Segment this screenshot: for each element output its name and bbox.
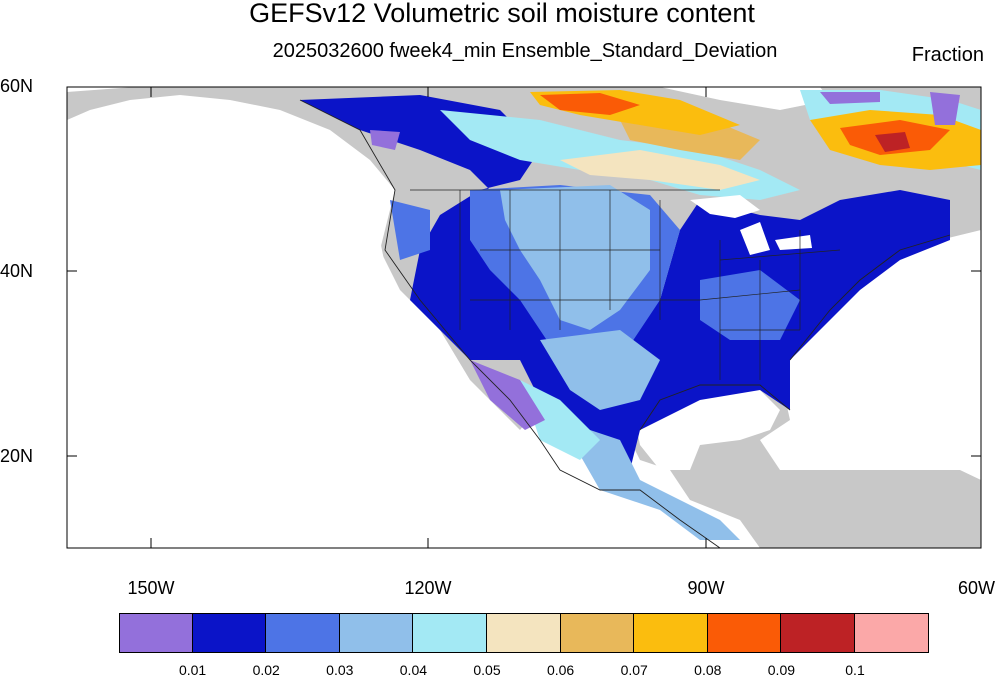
coastline [299,99,951,548]
colorbar-swatch [339,613,414,653]
colorbar-label: 0.09 [767,662,796,678]
field-medium-blue-2 [390,200,430,260]
colorbar-label: 0.07 [620,662,648,678]
colorbar-swatch [781,613,855,653]
colorbar-swatch [192,613,267,653]
colorbar-swatch [266,613,340,653]
lon-tick-marks [67,87,981,548]
lon-label-90w: 90W [687,578,725,598]
map-frame [66,86,982,549]
field-purple-4 [370,130,400,150]
colorbar-swatch [413,613,487,653]
field-light-blue-mexico [560,420,740,540]
lon-label-150w: 150W [127,578,175,598]
colorbar-label: 0.01 [178,662,207,678]
colorbar-label: 0.05 [473,662,501,678]
lon-label-60w: 60W [957,578,995,598]
lat-label-20n: 20N [0,446,34,466]
colorbar-label: 0.02 [252,662,280,678]
colorbar-label: 0.06 [546,662,575,678]
chart-subtitle: 2025032600 fweek4_min Ensemble_Standard_… [272,40,778,62]
ocean-hudson [660,87,830,110]
field-tan [560,150,760,190]
field-purple-3 [470,360,545,430]
lat-label-40n: 40N [0,261,34,281]
field-light-blue-south [540,330,660,410]
chart-title: GEFSv12 Volumetric soil moisture content [249,0,755,28]
ocean-atlantic [790,240,981,430]
colorbar-swatch [487,613,561,653]
field-orange-north [540,93,640,115]
lat-label-60n: 60N [0,76,34,96]
colorbar-swatch [119,613,193,653]
colorbar-label: 0.1 [845,662,865,678]
field-purple-2 [930,92,960,125]
field-dark-blue [300,95,950,470]
colorbar-labels: 0.01 0.02 0.03 0.04 0.05 0.06 0.07 0.08 0.09 0.1 [0,662,1004,680]
lon-label-120w: 120W [404,578,452,598]
colorbar-label: 0.04 [399,662,428,678]
great-lakes [690,195,812,255]
ocean-pacific [67,100,720,548]
colorbar-swatch [634,613,708,653]
state-borders [410,189,841,380]
field-red-east [875,132,910,152]
colorbar-swatch [855,613,929,653]
field-medium-blue-3 [700,270,800,340]
colorbar-swatch [560,613,635,653]
colorbar-swatch [707,613,782,653]
field-purple-1 [820,92,880,104]
colorbar-label: 0.08 [694,662,722,678]
units-label: Fraction [911,44,984,66]
colorbar-label: 0.03 [326,662,354,678]
map-field [67,87,981,548]
field-light-blue [500,185,650,330]
